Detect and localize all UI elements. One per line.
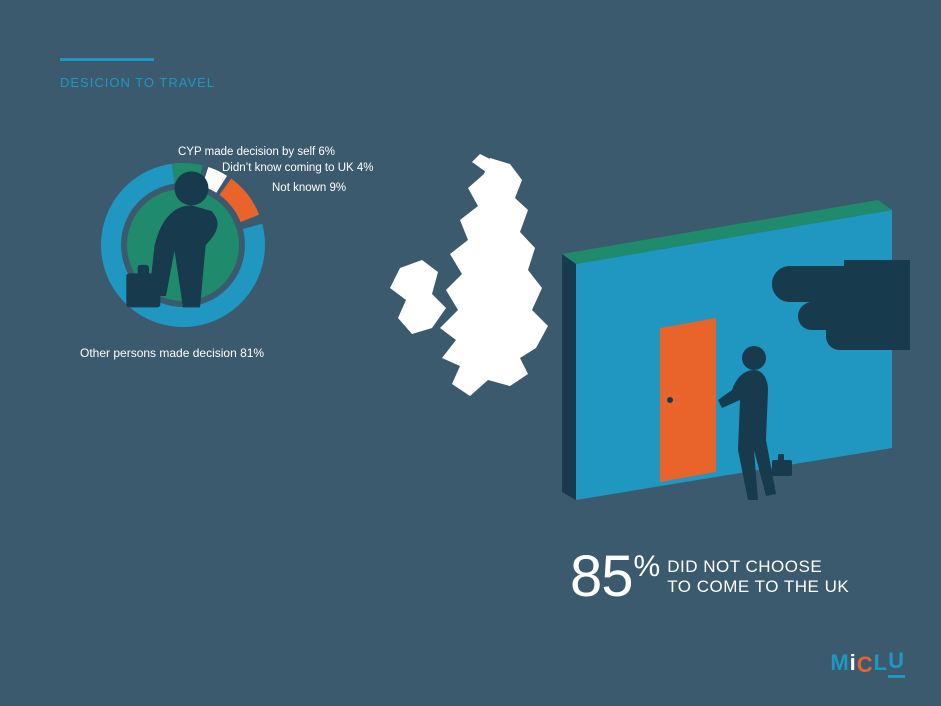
- wall-scene: [540, 200, 910, 520]
- logo-letter-i: i: [850, 650, 857, 676]
- wall-side: [562, 254, 576, 500]
- traveller-icon: [98, 160, 268, 330]
- section-title: DESICION TO TRAVEL: [60, 75, 215, 90]
- donut-chart: [98, 160, 268, 330]
- section-rule: [60, 58, 154, 61]
- logo-letter-c: C: [857, 652, 874, 678]
- stat-percent: %: [634, 552, 660, 582]
- door-handle: [667, 397, 673, 403]
- headline-stat: 85 % DID NOT CHOOSE TO COME TO THE UK: [570, 548, 849, 606]
- donut-label-notknown: Not known 9%: [272, 182, 346, 194]
- stat-value: 85: [570, 548, 633, 606]
- stat-line2: TO COME TO THE UK: [667, 577, 849, 597]
- brand-logo: M i C L U: [830, 648, 905, 678]
- logo-letter-u: U: [888, 648, 905, 678]
- donut-label-other: Other persons made decision 81%: [80, 346, 264, 360]
- donut-label-self: CYP made decision by self 6%: [178, 146, 335, 158]
- logo-letter-m: M: [830, 650, 849, 676]
- donut-label-didntknow: Didn’t know coming to UK 4%: [222, 162, 373, 174]
- stat-line1: DID NOT CHOOSE: [667, 557, 849, 577]
- logo-letter-l: L: [874, 650, 888, 676]
